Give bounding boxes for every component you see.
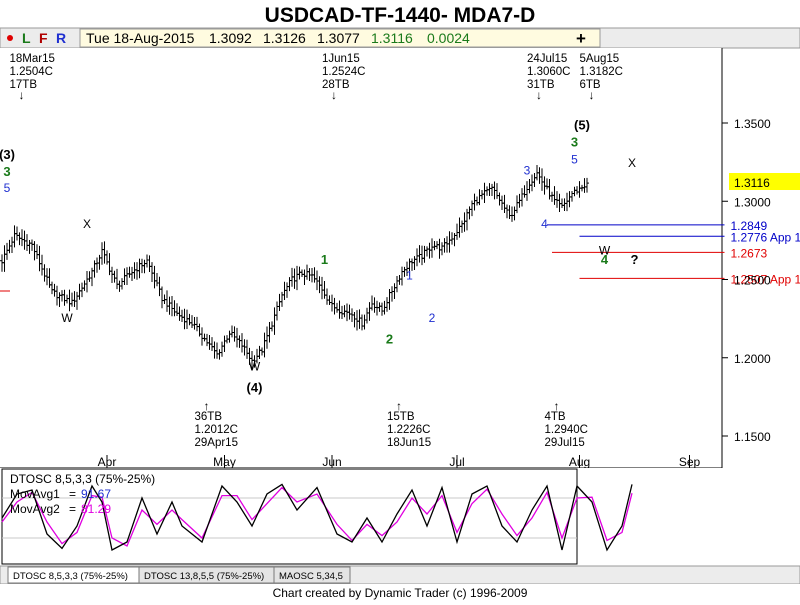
tab-maosc-label: MAOSC 5,34,5 bbox=[279, 571, 343, 582]
callout-text: 18Mar15 bbox=[10, 53, 55, 65]
callout-text: 1.2012C bbox=[195, 424, 238, 436]
price-axis-ticks: 1.3500 1.3000 1.2500 1.2000 1.1500 bbox=[722, 117, 771, 444]
x-tick-label: Sep bbox=[679, 455, 701, 469]
x-tick-label: Apr bbox=[98, 455, 117, 469]
callout-text: 5Aug15 bbox=[580, 53, 620, 65]
wave-label: 4 bbox=[601, 252, 609, 267]
wave-label: X bbox=[628, 156, 636, 170]
y-tick-label: 1.3000 bbox=[734, 195, 771, 209]
quote-date: Tue 18-Aug-2015 bbox=[86, 30, 195, 46]
callout-text: 1.2524C bbox=[322, 66, 365, 78]
price-panel bbox=[0, 48, 722, 468]
price-badge-label: 1.3116 bbox=[734, 176, 770, 190]
wave-label: (4) bbox=[247, 380, 263, 395]
wave-label: (3) bbox=[0, 147, 15, 162]
wave-label: 3 bbox=[571, 134, 578, 149]
y-tick-label: 1.2000 bbox=[734, 352, 771, 366]
x-tick-label: Jul bbox=[449, 455, 464, 469]
quote-high: 1.3126 bbox=[263, 30, 306, 46]
quote-close: 1.3116 bbox=[371, 30, 413, 46]
wave-label: 1 bbox=[321, 252, 328, 267]
svg-text:=: = bbox=[69, 487, 76, 501]
wave-label: 4 bbox=[541, 217, 548, 231]
callout-text: 1.2940C bbox=[545, 424, 588, 436]
wave-label: W bbox=[61, 311, 73, 325]
ma2-label: MovAvg2 bbox=[10, 502, 60, 516]
tab-dtosc-8-5-3-3-label: DTOSC 8,5,3,3 (75%-25%) bbox=[13, 571, 128, 582]
callout-text: 4TB bbox=[545, 411, 566, 423]
ma1-label: MovAvg1 bbox=[10, 487, 60, 501]
wave-label: 2 bbox=[386, 332, 393, 347]
wave-label: 1 bbox=[406, 269, 413, 283]
callout-text: 29Jul15 bbox=[545, 437, 585, 449]
toolbar-R-button[interactable]: R bbox=[56, 30, 66, 46]
callout-text: 36TB bbox=[195, 411, 223, 423]
down-arrow-icon: ↓ bbox=[331, 88, 337, 102]
toolbar-F-button[interactable]: F bbox=[39, 30, 48, 46]
record-dot-icon[interactable] bbox=[7, 35, 13, 41]
quote-low: 1.3077 bbox=[317, 30, 360, 46]
y-tick-label: 1.3500 bbox=[734, 117, 771, 131]
ma1-value: 91.67 bbox=[81, 487, 111, 501]
oscillator-title: DTOSC 8,5,3,3 (75%-25%) bbox=[10, 472, 155, 486]
callout-text: 1.3060C bbox=[527, 66, 570, 78]
x-tick-label: Aug bbox=[569, 455, 590, 469]
callout-text: 1.2226C bbox=[387, 424, 430, 436]
wave-label: 5 bbox=[4, 181, 11, 195]
quote-open: 1.3092 bbox=[209, 30, 252, 46]
x-tick-label: Jun bbox=[322, 455, 341, 469]
down-arrow-icon: ↓ bbox=[589, 88, 595, 102]
callout-text: 1.3182C bbox=[580, 66, 623, 78]
x-tick-label: May bbox=[213, 455, 236, 469]
wave-label: 3 bbox=[524, 164, 531, 178]
callout-text: 15TB bbox=[387, 411, 415, 423]
down-arrow-icon: ↓ bbox=[19, 88, 25, 102]
tab-dtosc-13-8-5-5-label: DTOSC 13,8,5,5 (75%-25%) bbox=[144, 571, 264, 582]
add-plus-button[interactable]: + bbox=[576, 29, 586, 48]
callout-text: 29Apr15 bbox=[195, 437, 238, 449]
wave-label: 2 bbox=[429, 311, 436, 325]
projection-label: 1.2673 bbox=[731, 246, 768, 260]
chart-title: USDCAD-TF-1440- MDA7-D bbox=[265, 4, 536, 27]
down-arrow-icon: ↓ bbox=[536, 88, 542, 102]
wave-label: 5 bbox=[571, 153, 578, 167]
wave-label: W bbox=[249, 359, 261, 373]
y-tick-label: 1.1500 bbox=[734, 430, 771, 444]
wave-label: 3 bbox=[3, 164, 10, 179]
wave-label: (5) bbox=[574, 117, 590, 132]
projection-label: 1.2776 App 1.000 bbox=[731, 230, 800, 244]
callout-text: 1Jun15 bbox=[322, 53, 360, 65]
callout-text: 24Jul15 bbox=[527, 53, 567, 65]
y-tick-label: 1.2500 bbox=[734, 274, 771, 288]
footer-credit: Chart created by Dynamic Trader (c) 1996… bbox=[273, 586, 528, 600]
wave-label: X bbox=[83, 217, 91, 231]
svg-text:=: = bbox=[69, 502, 76, 516]
toolbar-L-button[interactable]: L bbox=[22, 30, 31, 46]
wave-label: ? bbox=[631, 252, 639, 267]
callout-text: 18Jun15 bbox=[387, 437, 431, 449]
callout-text: 1.2504C bbox=[10, 66, 53, 78]
quote-change: 0.0024 bbox=[427, 30, 470, 46]
ma2-value: 81.29 bbox=[81, 502, 111, 516]
